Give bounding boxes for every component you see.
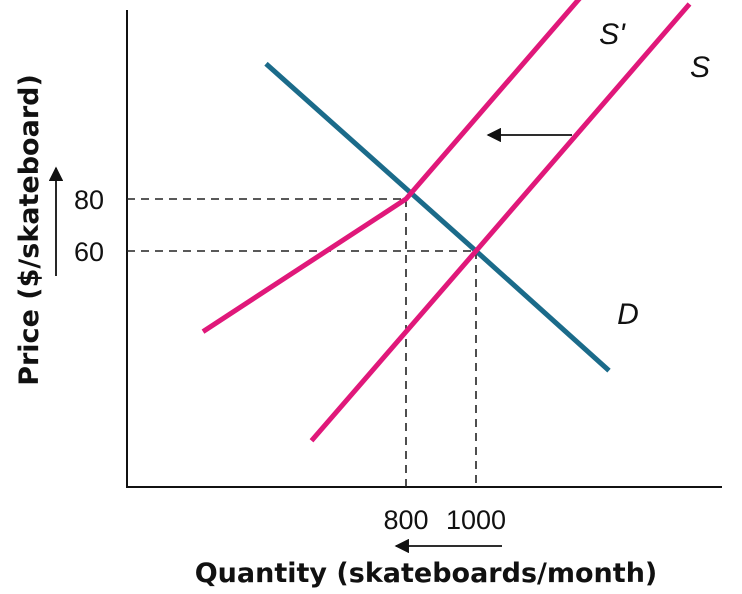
- y-tick-60: 60: [74, 237, 104, 267]
- curve-d: [264, 61, 611, 373]
- y-axis-title: Price ($/skateboard): [14, 74, 45, 386]
- x-tick-1000: 1000: [446, 505, 506, 535]
- x-tick-800: 800: [383, 505, 428, 535]
- guide-lines: [127, 198, 477, 487]
- tick-labels: 80 60 800 1000: [74, 185, 506, 535]
- label-d: D: [617, 298, 639, 331]
- curve-labels: D S S': [599, 18, 710, 331]
- series-layer: [201, 0, 692, 443]
- y-tick-80: 80: [74, 185, 104, 215]
- curve-s: [309, 2, 692, 443]
- label-s: S: [690, 51, 710, 84]
- label-s-prime: S': [599, 18, 626, 51]
- curve-s-prime: [201, 0, 582, 334]
- direction-arrows: [48, 127, 572, 554]
- x-axis-title: Quantity (skateboards/month): [195, 558, 658, 589]
